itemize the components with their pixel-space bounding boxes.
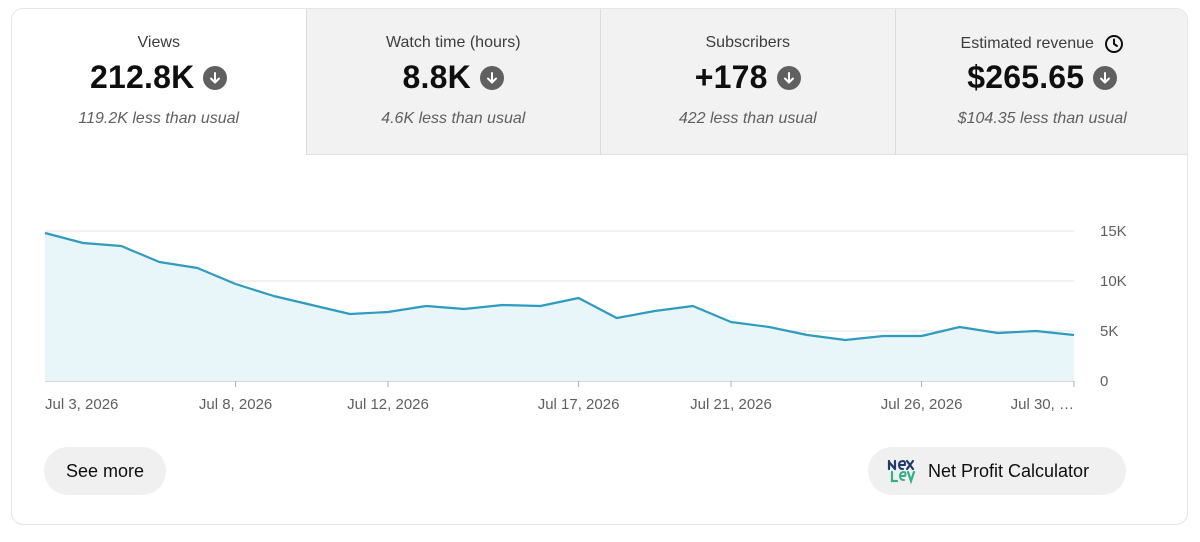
x-tick-label: Jul 8, 2026	[199, 396, 272, 413]
x-tick-label: Jul 26, 2026	[881, 396, 963, 413]
arrow-down-circle-icon	[1093, 65, 1118, 90]
comparison-text: 422 less than usual	[678, 110, 817, 127]
analytics-card: Views 212.8K 119.2K less than usual Watc…	[11, 8, 1188, 525]
views-series-line	[44, 231, 1075, 342]
comparison-text: $104.35 less than usual	[957, 110, 1127, 127]
x-tick-label: Jul 17, 2026	[538, 396, 620, 413]
clock-icon[interactable]	[1104, 34, 1124, 54]
x-tick-label: Jul 12, 2026	[347, 396, 429, 413]
tab-label: Views	[137, 34, 180, 51]
tab-value: $265.65	[896, 59, 1188, 96]
net-profit-label: Net Profit Calculator	[928, 460, 1090, 481]
y-tick-label: 15K	[1100, 223, 1127, 240]
y-tick-label: 0	[1100, 373, 1108, 390]
tab-watch-time[interactable]: Watch time (hours) 8.8K 4.6K less than u…	[305, 9, 601, 155]
tab-estimated-revenue[interactable]: Estimated revenue $265.65 $104.35 less t…	[894, 9, 1188, 155]
tab-value: 8.8K	[307, 59, 601, 96]
tab-label: Estimated revenue	[896, 34, 1188, 54]
views-area	[45, 233, 1074, 381]
tab-subscribers[interactable]: Subscribers +178 422 less than usual	[600, 9, 895, 155]
views-line-chart: 0 5K 10K 15K Jul 3, 2026 Jul 8, 2026 Jul 12, 2…	[44, 223, 1127, 413]
metric-value: 212.8K	[90, 59, 195, 95]
metric-value: 8.8K	[402, 59, 471, 95]
comparison-text: 119.2K less than usual	[78, 110, 240, 127]
metric-value: $265.65	[967, 59, 1085, 95]
tab-views[interactable]: Views 212.8K 119.2K less than usual	[12, 9, 306, 155]
arrow-down-circle-icon	[776, 65, 801, 90]
tab-label: Watch time (hours)	[385, 34, 521, 51]
tab-label: Subscribers	[705, 34, 790, 51]
metric-value: +178	[694, 59, 768, 95]
comparison-text: 4.6K less than usual	[381, 110, 526, 127]
metric-tabs: Views 212.8K 119.2K less than usual Watc…	[12, 9, 1188, 155]
net-profit-calculator-button[interactable]: Net Profit Calculator	[868, 447, 1126, 495]
see-more-button[interactable]: See more	[44, 447, 166, 495]
tab-value: 212.8K	[12, 59, 306, 96]
arrow-down-circle-icon	[203, 65, 228, 90]
x-tick-label: Jul 30, …	[1011, 396, 1074, 413]
tab-value: +178	[601, 59, 895, 96]
y-tick-label: 10K	[1100, 273, 1127, 290]
x-tick-label: Jul 3, 2026	[45, 396, 118, 413]
arrow-down-circle-icon	[479, 65, 504, 90]
nexlev-logo-icon	[886, 457, 918, 485]
y-tick-label: 5K	[1100, 323, 1118, 340]
x-tick-label: Jul 21, 2026	[690, 396, 772, 413]
